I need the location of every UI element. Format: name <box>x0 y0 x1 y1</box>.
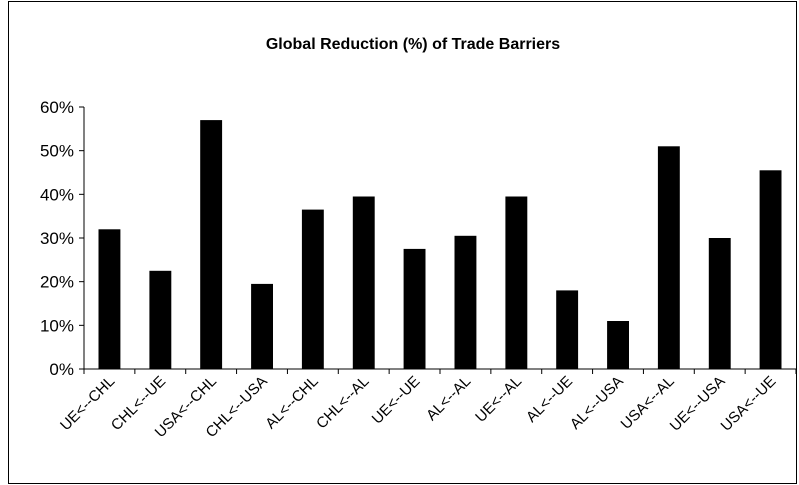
y-tick-label: 60% <box>40 98 74 117</box>
x-tick-label: AL<--AL <box>423 373 474 424</box>
y-tick-label: 10% <box>40 316 74 335</box>
x-axis-ticks: UE<--CHLCHL<--UEUSA<--CHLCHL<--USAAL<--C… <box>57 369 797 441</box>
bar <box>505 196 528 369</box>
bar <box>759 170 782 369</box>
x-tick-label: USA<--UE <box>718 373 780 435</box>
y-tick-label: 0% <box>49 360 74 379</box>
bar <box>200 120 223 369</box>
y-tick-label: 50% <box>40 142 74 161</box>
bar <box>149 270 172 370</box>
y-tick-label: 30% <box>40 229 74 248</box>
bar <box>98 229 121 369</box>
bar <box>251 283 273 369</box>
x-tick-label: AL<--USA <box>567 373 627 433</box>
bar <box>556 290 579 369</box>
y-tick-label: 40% <box>40 185 74 204</box>
bar <box>607 321 629 369</box>
bar <box>708 238 731 369</box>
y-axis-ticks: 0% 10% 20% 30% 40% 50% 60% <box>40 98 84 379</box>
chart-title: Global Reduction (%) of Trade Barriers <box>266 36 560 53</box>
bar <box>403 248 426 369</box>
x-tick-label: UE<--AL <box>472 373 525 426</box>
bar <box>657 146 680 369</box>
bars <box>98 120 782 370</box>
x-tick-label: CHL<--AL <box>313 373 372 432</box>
x-tick-label: AL<--UE <box>523 373 576 426</box>
x-tick-label: UE<--UE <box>369 373 424 428</box>
bar <box>352 196 375 369</box>
bar <box>301 209 324 369</box>
y-tick-label: 20% <box>40 273 74 292</box>
x-tick-label: AL<--CHL <box>262 373 321 432</box>
x-tick-label: UE<--CHL <box>57 373 118 434</box>
bar <box>454 235 477 369</box>
